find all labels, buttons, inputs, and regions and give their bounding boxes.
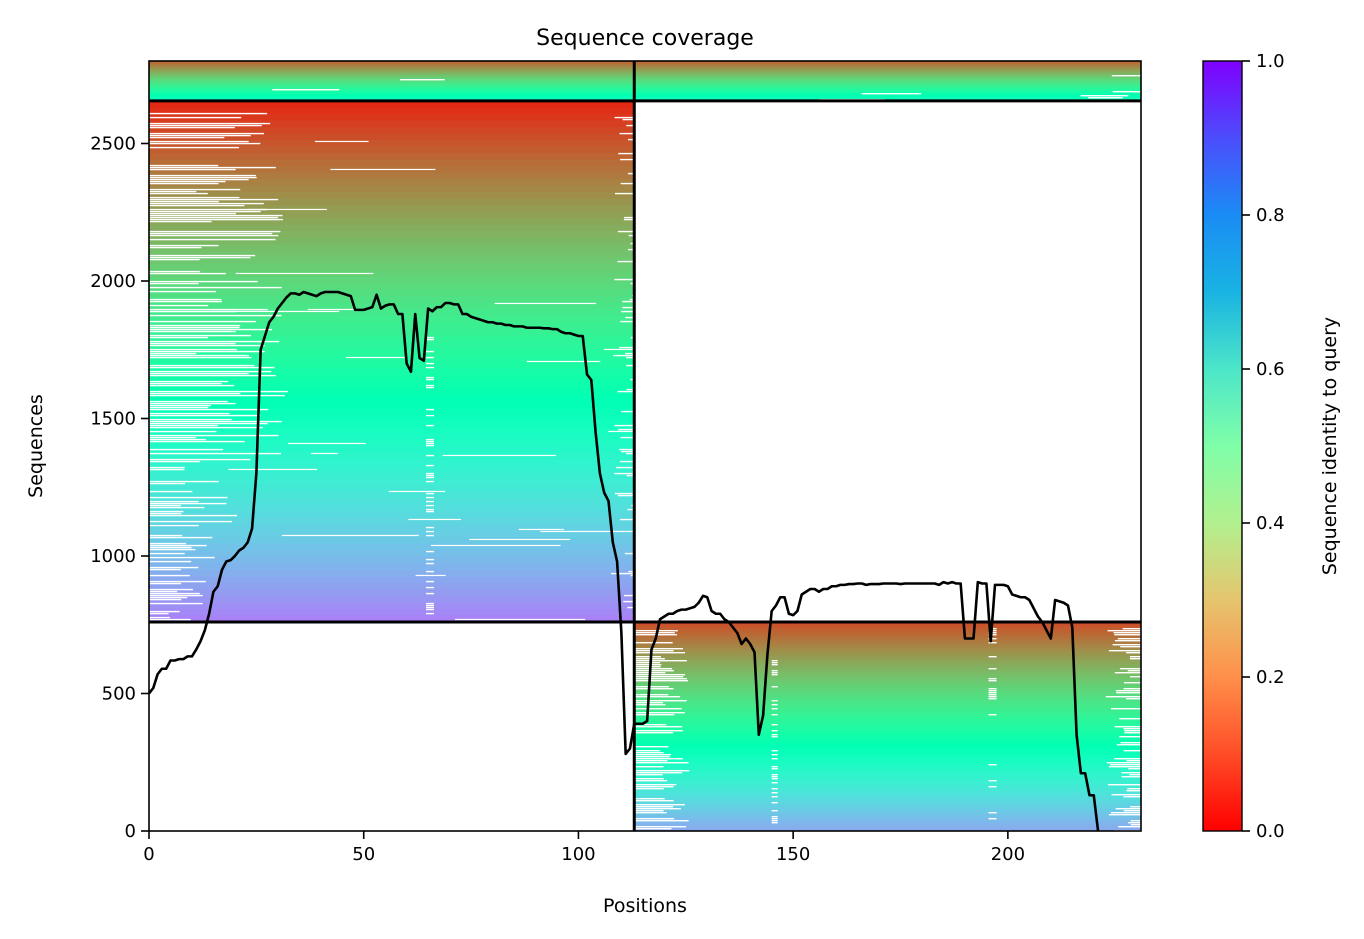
x-tick-label: 150 xyxy=(776,844,810,865)
x-tick-label: 0 xyxy=(143,844,154,865)
colorbar-label: Sequence identity to query xyxy=(1319,317,1341,575)
colorbar-tick-label: 0.2 xyxy=(1256,667,1285,688)
coverage-heatmap xyxy=(149,61,1141,831)
y-tick-label: 1500 xyxy=(90,409,136,430)
y-axis: 0 500 1000 1500 2000 2500 xyxy=(90,134,149,842)
y-tick-label: 1000 xyxy=(90,546,136,567)
colorbar-tick-label: 0.0 xyxy=(1256,821,1285,842)
colorbar-tick-label: 0.4 xyxy=(1256,513,1285,534)
y-tick-label: 500 xyxy=(102,684,136,705)
x-tick-label: 100 xyxy=(561,844,595,865)
colorbar: 0.0 0.2 0.4 0.6 0.8 1.0 Sequence identity to … xyxy=(1202,51,1341,842)
colorbar-tick-label: 0.8 xyxy=(1256,205,1285,226)
colorbar-axis: 0.0 0.2 0.4 0.6 0.8 1.0 xyxy=(1242,51,1285,842)
colorbar-tick-label: 1.0 xyxy=(1256,51,1285,72)
x-axis: 0 50 100 150 200 xyxy=(143,831,1025,865)
heatmap-block-2 xyxy=(634,622,1141,831)
x-axis-label: Positions xyxy=(603,895,687,917)
coverage-line xyxy=(149,290,1100,831)
heatmap-block-1 xyxy=(149,61,1141,102)
x-tick-label: 200 xyxy=(991,844,1025,865)
colorbar-tick-label: 0.6 xyxy=(1256,359,1285,380)
plot-frame xyxy=(148,60,1142,832)
y-tick-label: 2000 xyxy=(90,271,136,292)
coverage-gaps xyxy=(149,75,1141,831)
y-tick-label: 0 xyxy=(125,821,136,842)
colorbar-gradient xyxy=(1202,60,1243,832)
chart-title: Sequence coverage xyxy=(536,26,754,51)
x-tick-label: 50 xyxy=(352,844,375,865)
heatmap-block-0 xyxy=(149,100,635,623)
y-axis-label: Sequences xyxy=(25,394,47,498)
y-tick-label: 2500 xyxy=(90,134,136,155)
